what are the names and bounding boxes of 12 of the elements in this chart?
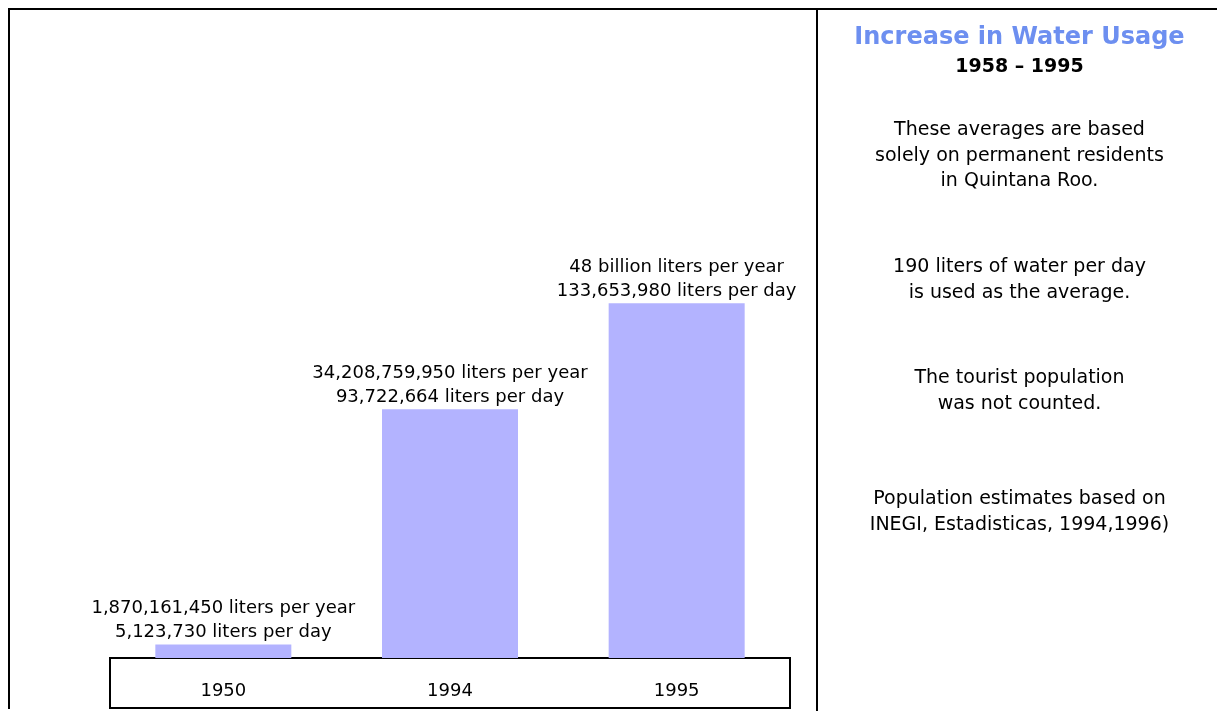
text: 1958 – 1995 [954,54,1085,76]
data-label: 1,870,161,450 liters per year 5,123,730 liters per day [91,595,356,641]
data-label: 48 billion liters per year 133,653,980 liters per day [556,254,797,300]
text: Increase in Water Usage [853,22,1186,50]
x-tick-label: 1994 [427,678,473,700]
data-label: 34,208,759,950 liters per year 93,722,664 liters per day [312,360,589,406]
text: The tourist population was not counted. [913,364,1126,415]
x-tick-label: 1995 [653,678,700,700]
text: Population estimates based on INEGI, Estadisticas, 1994,1996) [868,485,1171,537]
x-tick-label: 1950 [200,678,247,700]
text: 190 liters of water per day is used as the average. [892,252,1147,304]
text: These averages are based solely on permanent residents in Quintana Roo. [874,116,1165,193]
